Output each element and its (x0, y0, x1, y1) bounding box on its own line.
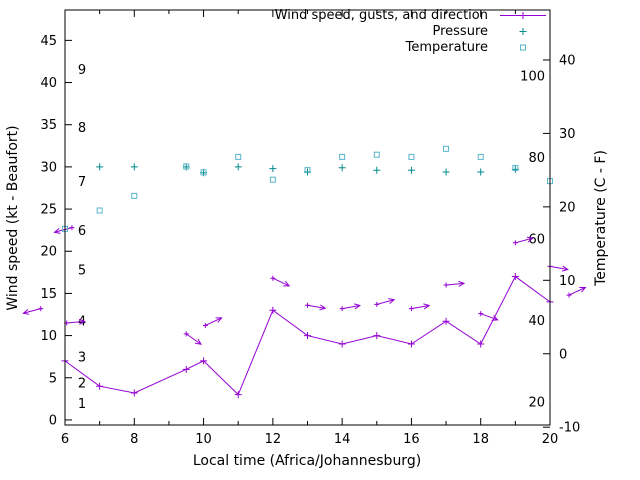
y2-axis-label: Temperature (C - F) (593, 150, 609, 286)
tick-label: 14 (334, 432, 351, 447)
tick-label: 10 (40, 329, 57, 344)
tick-label: 40 (559, 53, 576, 68)
tick-label: 100 (520, 69, 545, 84)
legend-item-temperature: Temperature (275, 39, 549, 55)
tick-label: 18 (472, 432, 489, 447)
y-axis-label: Wind speed (kt - Beaufort) (5, 125, 21, 311)
wind-speed-series (61, 273, 554, 399)
tick-label: 20 (559, 200, 576, 215)
axis-ticks: 6 8 10 12 14 16 18 20051015202530354045-1001020… (40, 10, 580, 447)
tick-label: 16 (403, 432, 420, 447)
tick-label: 0 (49, 413, 57, 428)
tick-label: 7 (78, 175, 86, 190)
tick-label: 45 (40, 34, 57, 49)
tick-label: 25 (40, 203, 57, 218)
tick-label: 12 (265, 432, 282, 447)
tick-label: 35 (40, 118, 57, 133)
tick-label: 10 (559, 274, 576, 289)
tick-label: 6 (61, 432, 69, 447)
legend-label-wind: Wind speed, gusts, and direction (274, 7, 488, 23)
tick-label: 8 (78, 121, 86, 136)
x-axis-label: Local time (Africa/Johannesburg) (192, 453, 422, 469)
tick-label: 40 (40, 76, 57, 91)
tick-label: 10 (195, 432, 212, 447)
tick-label: 0 (559, 347, 567, 362)
legend-label-temperature: Temperature (405, 39, 488, 55)
tick-label: -10 (559, 421, 580, 436)
tick-label: 20 (40, 245, 57, 260)
tick-label: 1 (78, 397, 86, 412)
plot-frame (64, 9, 551, 426)
tick-label: 20 (542, 432, 559, 447)
wind-gust-direction-vectors (22, 225, 587, 345)
tick-label: 30 (559, 127, 576, 142)
tick-label: 5 (78, 264, 86, 279)
tick-label: 60 (528, 232, 545, 247)
wind-line-sample-icon (500, 11, 546, 19)
legend: Wind speed, gusts, and direction Pressur… (275, 7, 549, 55)
tick-label: 2 (78, 377, 86, 392)
tick-label: 9 (78, 63, 86, 78)
tick-label: 20 (528, 396, 545, 411)
tick-label: 8 (130, 432, 138, 447)
pressure-plus-sample-icon (519, 27, 527, 35)
fahrenheit-scale-labels: 20 40 60 80 100 (520, 69, 545, 410)
tick-label: 80 (528, 151, 545, 166)
tick-label: 6 (78, 224, 86, 239)
tick-label: 15 (40, 287, 57, 302)
tick-label: 30 (40, 160, 57, 175)
tick-label: 40 (528, 314, 545, 329)
temperature-series (62, 145, 553, 232)
tick-label: 3 (78, 351, 86, 366)
tick-label: 5 (49, 371, 57, 386)
legend-label-pressure: Pressure (432, 23, 488, 39)
legend-item-wind: Wind speed, gusts, and direction (275, 7, 549, 23)
pressure-series (96, 163, 519, 177)
legend-item-pressure: Pressure (275, 23, 549, 39)
temperature-square-sample-icon (520, 44, 526, 50)
